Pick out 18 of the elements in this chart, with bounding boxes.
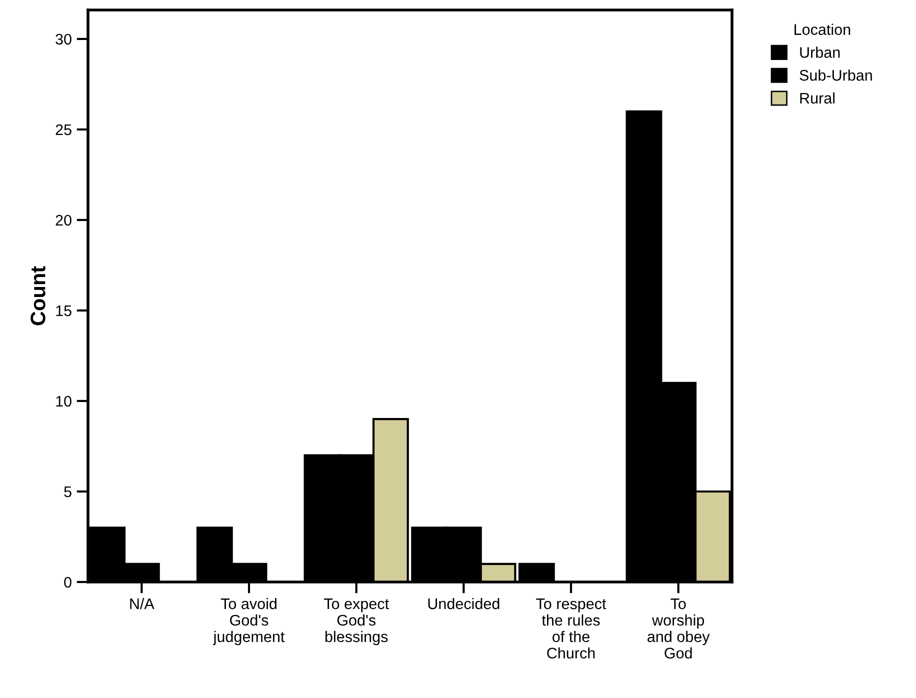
x-tick-label: To expect God's blessings [324, 598, 389, 646]
y-tick-label: 5 [64, 486, 72, 498]
x-tick-label: N/A [130, 598, 154, 610]
y-tick-label: 30 [56, 34, 72, 45]
legend-title: Location [794, 24, 850, 35]
legend-label: Sub-Urban [800, 70, 872, 81]
y-tick-label: 25 [56, 124, 72, 136]
y-tick-label: 15 [56, 306, 72, 316]
x-tick-label: Undecided [428, 598, 500, 610]
legend-label: Urban [800, 46, 840, 58]
y-axis-title: Count [30, 266, 46, 326]
y-tick-label: 0 [64, 576, 72, 588]
x-tick-label: To respect the rules of the Church [536, 598, 606, 659]
x-tick-label: To worship and obey God [648, 598, 710, 659]
y-tick-label: 10 [56, 396, 72, 407]
y-tick-label: 20 [56, 214, 72, 226]
legend-label: Rural [800, 92, 834, 104]
x-tick-label: To avoid God's judgement [212, 598, 285, 646]
